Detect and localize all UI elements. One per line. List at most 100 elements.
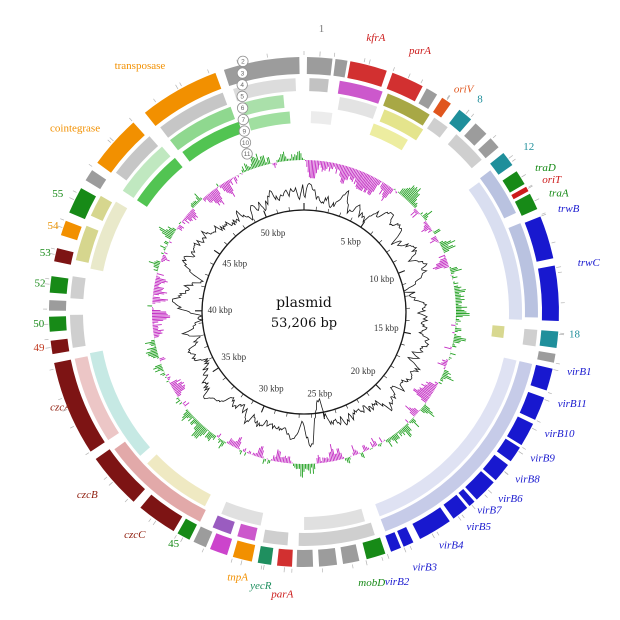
orf-number-circle-7 [237,114,249,126]
orf-arc-0-29 [340,544,360,564]
backbone-circle [201,209,407,415]
gene-label-czcC: czcC [124,529,146,541]
gene-label-virB5: virB5 [467,521,492,533]
gene-label-virB6: virB6 [498,493,523,505]
gene-label-virB7: virB7 [477,505,502,517]
orf-arc-1-8 [380,361,533,532]
gene-label-52: 52 [35,277,46,289]
orf-arc-2-5 [221,501,264,526]
gene-arc-virB6 [465,471,494,500]
gene-arc-transposase [144,72,222,126]
orf-number-10: 10 [242,140,250,147]
kbp-label-15: 15 kbp [374,323,399,333]
gene-label-virB10: virB10 [545,428,575,440]
gene-label-mobD: mobD [358,577,385,589]
orf-arc-0-35 [210,533,233,556]
orf-number-4: 4 [240,82,244,89]
circled-orf-numbers: 2 3 4 5 6 7 9 10 11 [236,55,253,160]
gene-label-12: 12 [523,141,534,153]
orf-arc-2-8 [90,201,128,272]
label-leader-ticks [43,51,565,573]
gene-arc-53 [54,248,74,265]
kbp-label-5: 5 kbp [341,236,362,246]
orf-arc-2-4 [304,508,365,530]
gene-arc-55 [69,188,96,220]
orf-arc-0-1 [333,59,348,78]
orf-arc-1-15 [70,314,86,348]
orf-arc-1-4 [447,134,482,169]
orf-arc-0-30 [318,548,338,567]
orf-arc-1-21 [233,78,296,102]
orf-arc-1-11 [237,523,258,541]
gene-label-cointegrase: cointegrase [50,122,100,134]
orf-arc-0-48 [85,170,107,190]
gc-content-plot [171,182,430,448]
orf-number-6: 6 [241,105,245,112]
orf-arc-1-5 [480,170,516,219]
kbp-label-25: 25 kbp [307,389,332,399]
gene-label-55: 55 [52,188,64,200]
orf-arc-0-4 [418,88,438,109]
gene-arc-virB7 [458,489,475,506]
orf-arc-0-36 [193,526,213,548]
track-genes-ring3 [89,95,523,530]
gene-arc-virB9 [496,438,520,462]
gene-arc-oriT [511,186,529,200]
orf-arc-2-10 [170,106,235,151]
orf-arc-1-12 [212,515,235,535]
gene-arc-12 [490,153,513,175]
orf-number-circle-2 [237,55,249,67]
gene-arc-yecR [257,546,274,565]
orf-arc-0-31 [296,549,314,567]
gene-arc-parA [277,548,293,567]
track-genes-ring4 [137,111,505,338]
gene-arc-1 [306,57,333,76]
orf-arc-3-0 [310,111,333,125]
backbone [195,203,411,420]
gene-arc-18 [539,330,559,348]
gc-content-line [171,182,430,448]
gene-arc-virB2 [385,532,401,552]
gene-arc-virB1 [530,364,553,391]
kbp-label-45: 45 kbp [222,258,247,268]
gene-label-traA: traA [549,188,569,200]
gene-arc-49 [50,338,70,355]
orf-arc-2-9 [122,146,171,198]
orf-arc-1-0 [309,78,329,93]
kbp-label-50: 50 kbp [261,228,286,238]
outer-tick-ring [43,51,565,573]
gene-arc-virB8 [482,454,508,481]
gene-arc-virB10 [507,416,534,446]
gene-arc-52 [49,276,69,294]
orf-arc-2-3 [375,357,517,517]
orf-number-circle-6 [237,102,249,114]
gene-label-trwB: trwB [558,203,580,215]
gene-arc-virB3 [397,527,414,547]
orf-number-circle-11 [241,148,253,160]
orf-arc-2-11 [240,95,285,116]
plasmid-size-label: 53,206 bp [271,316,337,331]
kbp-label-20: 20 kbp [351,366,376,376]
kbp-label-30: 30 kbp [259,383,284,393]
orf-number-5: 5 [240,94,244,101]
orf-arc-1-13 [114,441,206,522]
orf-arc-1-9 [298,522,375,546]
gene-arc-kfrA [347,61,387,87]
gene-label-traD: traD [535,162,556,174]
gene-arc-trwC [538,265,559,321]
orf-arc-1-17 [75,225,99,263]
gene-arc-traD [502,171,525,193]
gene-label-transposase: transposase [115,60,166,72]
gene-label-tnpA: tnpA [227,571,248,583]
orf-number-circle-4 [236,79,248,91]
gene-arc-virB5 [443,494,468,519]
gene-arc-mobD [362,537,386,560]
gene-arc-czcB [95,449,145,502]
gene-arc-45 [177,518,197,540]
orf-arc-3-1 [369,123,408,151]
gene-label-virB9: virB9 [530,453,555,465]
orf-number-circle-3 [236,67,248,79]
kbp-label-40: 40 kbp [208,305,233,315]
